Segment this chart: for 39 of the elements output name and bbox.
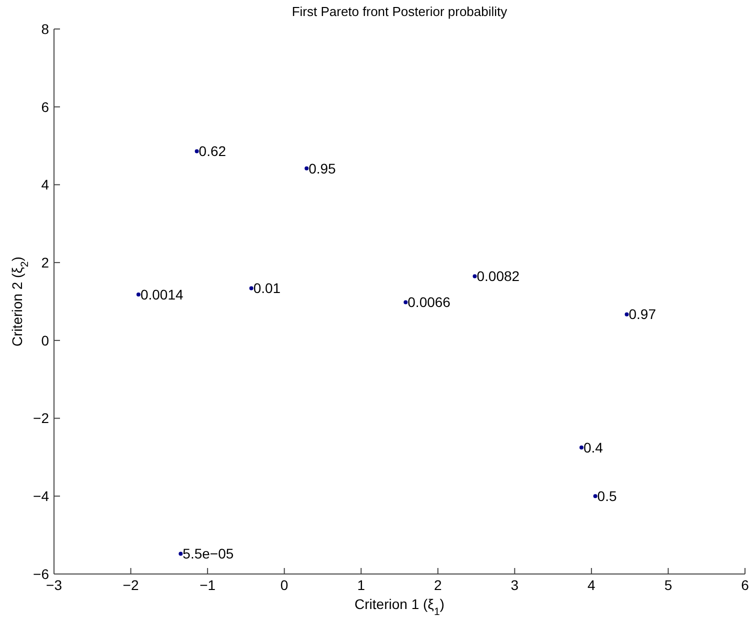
x-tick-label: 1 — [357, 577, 366, 593]
y-tick-label: 4 — [41, 176, 50, 193]
point — [404, 300, 408, 304]
point — [472, 274, 477, 278]
annotation: 5.5e−05 — [182, 546, 234, 562]
point — [249, 286, 254, 290]
x-tick-label: 3 — [510, 577, 519, 593]
x-axis-title: Criterion 1 (ξ$_{1}$) — [354, 596, 444, 617]
y-tick-label: −6 — [33, 566, 50, 582]
annotation: 0.0014 — [140, 286, 184, 302]
annotation: 0.4 — [583, 439, 604, 456]
point — [304, 166, 309, 170]
y-tick-label: 6 — [41, 98, 50, 115]
annotation: 0.97 — [628, 306, 656, 322]
y-tick-label: 0 — [41, 332, 50, 348]
x-tick-label: 4 — [588, 577, 596, 593]
point — [194, 149, 199, 154]
point — [593, 494, 598, 498]
y-tick-label: 8 — [41, 20, 50, 37]
annotation: 0.62 — [198, 143, 226, 160]
y-tick-label: −4 — [33, 488, 50, 504]
x-tick-label: 0 — [280, 577, 288, 593]
x-tick-label: −1 — [200, 577, 216, 593]
y-tick-label: −2 — [33, 410, 50, 426]
point — [178, 552, 183, 556]
y-tick-label: 2 — [41, 254, 50, 270]
x-tick-label: 6 — [741, 577, 749, 593]
point — [624, 312, 629, 316]
annotation: 0.01 — [253, 280, 281, 296]
annotation: 0.5 — [597, 488, 617, 504]
point — [579, 445, 584, 450]
annotation: 0.0082 — [476, 268, 520, 284]
point — [136, 292, 140, 296]
x-tick-label: −2 — [122, 577, 139, 593]
x-tick-label: 2 — [434, 577, 442, 593]
annotation: 0.0066 — [408, 294, 451, 310]
x-tick-label: 5 — [664, 577, 672, 593]
chart-title: First Pareto front Posterior probability — [292, 4, 508, 19]
annotation: 0.95 — [308, 160, 336, 176]
